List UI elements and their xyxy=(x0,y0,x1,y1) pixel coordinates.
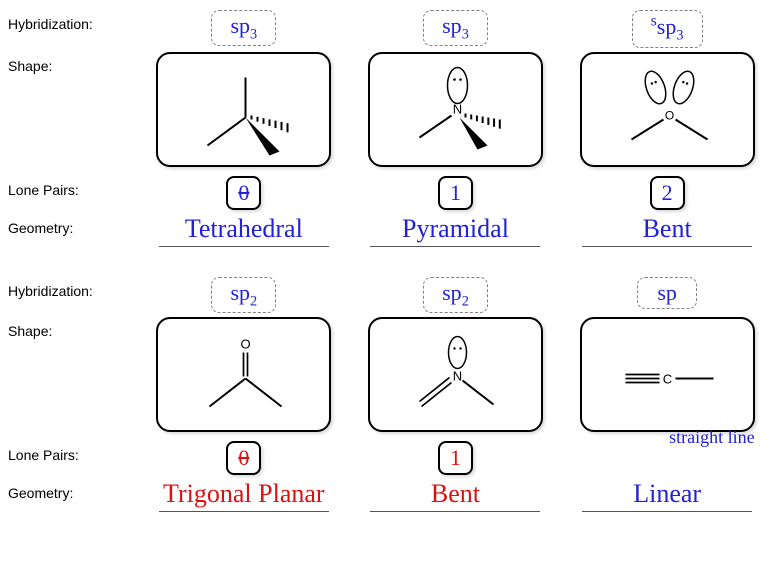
hybridization-box: sp2 xyxy=(211,277,276,313)
lonepairs-box: 0 xyxy=(226,441,261,475)
svg-text:C: C xyxy=(662,372,671,387)
svg-text:N: N xyxy=(453,101,462,116)
hybridization-box: sp3 xyxy=(211,10,276,46)
hybridization-box: sp xyxy=(637,277,697,309)
hybridization-box: sp3 xyxy=(423,10,488,46)
lonepairs-box: 2 xyxy=(650,176,685,210)
geometry-value: Trigonal Planar xyxy=(159,479,329,512)
shape-box: O xyxy=(156,317,331,432)
shape-box: Cstraight line xyxy=(580,317,755,432)
shape-box: N xyxy=(368,52,543,167)
shape-box xyxy=(156,52,331,167)
label-shape: Shape: xyxy=(8,317,138,437)
geometry-value: Bent xyxy=(582,214,752,247)
label-hybridization: Hybridization: xyxy=(8,277,138,313)
hybridization-box: ssp3 xyxy=(632,10,703,48)
svg-text:O: O xyxy=(241,337,251,352)
geometry-value: Bent xyxy=(370,479,540,512)
svg-text:N: N xyxy=(453,369,462,384)
label-geometry: Geometry: xyxy=(8,479,138,512)
lonepairs-box: 1 xyxy=(438,441,473,475)
label-hybridization: Hybridization: xyxy=(8,10,138,48)
label-shape: Shape: xyxy=(8,52,138,172)
svg-text:O: O xyxy=(664,108,673,122)
label-geometry: Geometry: xyxy=(8,214,138,247)
geometry-value: Linear xyxy=(582,479,752,512)
label-lonepairs: Lone Pairs: xyxy=(8,176,138,210)
label-lonepairs: Lone Pairs: xyxy=(8,441,138,475)
shape-box: N xyxy=(368,317,543,432)
lonepairs-box: 0 xyxy=(226,176,261,210)
hybridization-box: sp2 xyxy=(423,277,488,313)
shape-box: O xyxy=(580,52,755,167)
geometry-value: Tetrahedral xyxy=(159,214,329,247)
lonepairs-box: 1 xyxy=(438,176,473,210)
geometry-value: Pyramidal xyxy=(370,214,540,247)
